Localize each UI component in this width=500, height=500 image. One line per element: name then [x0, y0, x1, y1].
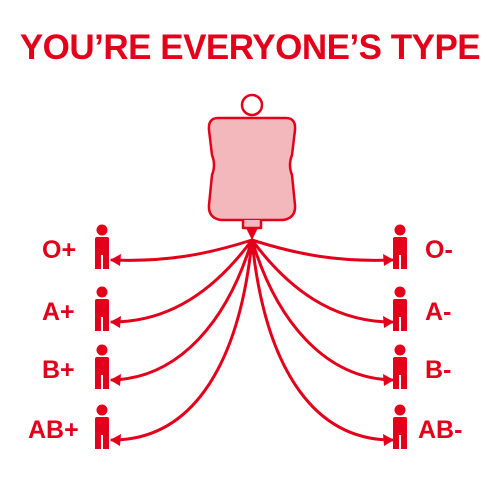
blood-type-label-a-pos: A+ — [42, 298, 75, 326]
person-icon — [95, 224, 109, 269]
blood-type-label-b-pos: B+ — [42, 356, 75, 384]
blood-type-label-a-neg: A- — [425, 298, 451, 326]
blood-type-label-ab-neg: AB- — [418, 416, 462, 444]
blood-type-label-b-neg: B- — [425, 356, 451, 384]
arrow-heads — [110, 254, 394, 446]
person-icon — [95, 286, 109, 331]
person-icon — [95, 344, 109, 389]
page-title: YOU’RE EVERYONE’S TYPE — [19, 28, 481, 67]
person-icon — [393, 224, 407, 269]
person-icon — [393, 344, 407, 389]
blood-type-label-o-neg: O- — [425, 236, 453, 264]
blood-bag-icon — [207, 93, 297, 240]
blood-type-label-ab-pos: AB+ — [28, 416, 79, 444]
blood-type-label-o-pos: O+ — [42, 236, 76, 264]
person-icon — [95, 404, 109, 449]
person-icon — [393, 404, 407, 449]
tubes — [110, 238, 394, 442]
person-icon — [393, 286, 407, 331]
